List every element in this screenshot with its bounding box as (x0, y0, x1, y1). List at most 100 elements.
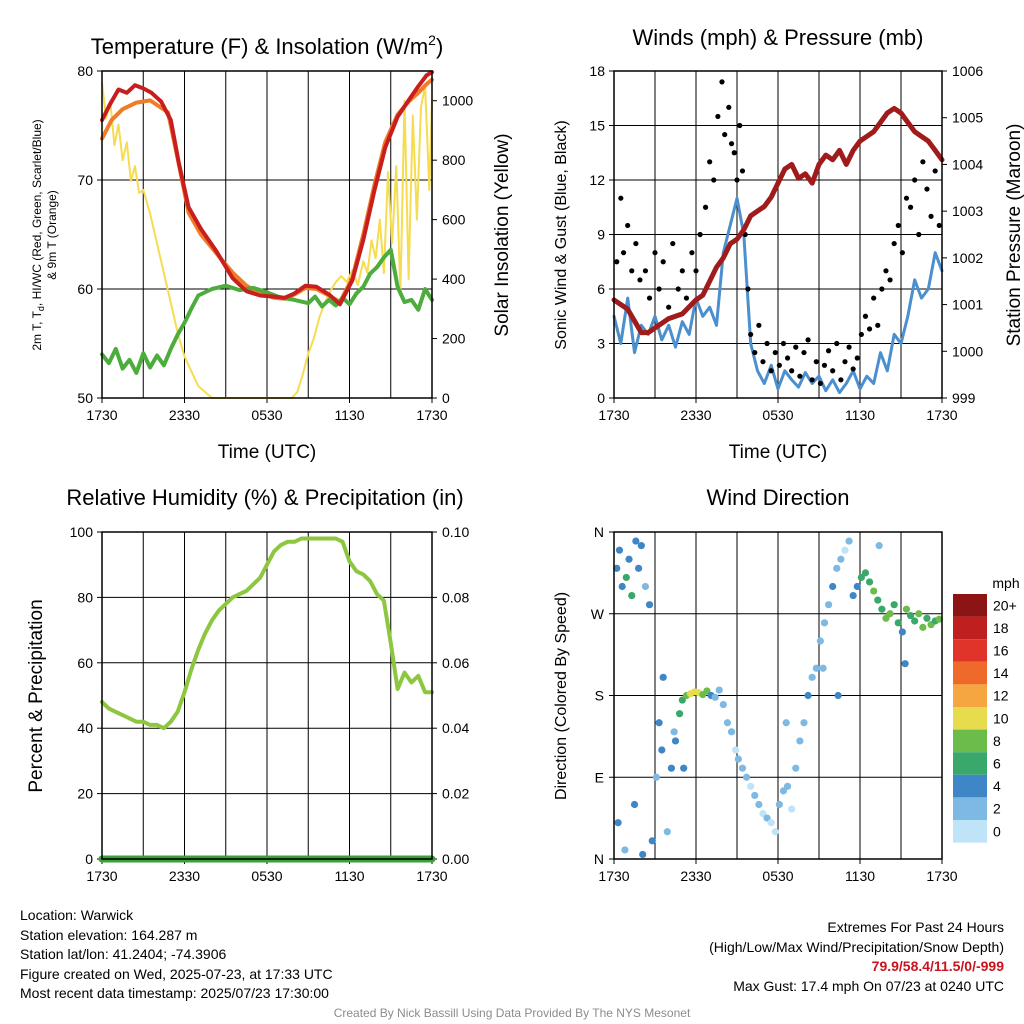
direction-point (615, 546, 624, 554)
winds-xlabel: Time (UTC) (729, 442, 828, 463)
direction-xtick-label: 1730 (598, 868, 629, 884)
winds-ytick-label: 18 (589, 63, 605, 79)
direction-point (639, 850, 647, 859)
direction-frame (613, 531, 943, 860)
direction-point (783, 782, 792, 790)
gust-point (739, 168, 746, 174)
direction-point (676, 710, 684, 718)
direction-point (812, 664, 820, 672)
winds-y2tick-label: 1003 (952, 203, 983, 219)
gust-point (809, 377, 815, 383)
direction-point (630, 800, 639, 809)
legend-swatch (953, 661, 987, 685)
temperature-y2tick-label: 600 (442, 212, 466, 228)
direction-point (808, 673, 816, 681)
winds-y2tick-label: 1001 (952, 297, 983, 313)
humidity-ytick-label: 80 (77, 589, 93, 605)
direction-point (849, 591, 857, 600)
direction-point (680, 764, 688, 772)
direction-point (796, 737, 804, 745)
gust-point (689, 250, 695, 256)
winds-ytick-label: 15 (589, 118, 605, 134)
winds-xtick-label: 0530 (762, 407, 793, 423)
direction-point (861, 569, 870, 577)
gust-point (883, 268, 889, 274)
gust-point (652, 250, 658, 256)
humidity-y2tick-label: 0.10 (442, 524, 469, 540)
legend-label: 10 (993, 710, 1009, 726)
gust-point (719, 79, 725, 85)
direction-point (738, 764, 747, 772)
gust-point (629, 268, 635, 274)
winds-y2label: Station Pressure (Maroon) (1004, 124, 1024, 347)
humidity-xtick-label: 1730 (86, 868, 117, 884)
gust-point (637, 277, 643, 283)
direction-point (648, 837, 656, 845)
humidity-ytick-label: 100 (70, 524, 94, 540)
gust-point (825, 348, 832, 354)
gust-point (793, 344, 799, 350)
winds-ytick-label: 0 (597, 390, 605, 406)
winds-y2tick-label: 1002 (952, 250, 983, 266)
legend-swatch (953, 684, 987, 707)
gust-point (887, 277, 893, 283)
gust-point (776, 362, 782, 368)
legend-label: 12 (993, 688, 1009, 704)
legend-label: 6 (993, 756, 1001, 772)
gust-point (734, 177, 740, 183)
direction-xtick-label: 0530 (762, 868, 793, 884)
direction-point (853, 582, 861, 591)
gust-point (679, 268, 685, 274)
direction-point (645, 601, 654, 609)
direction-point (788, 805, 796, 813)
gust-point (656, 286, 662, 292)
direction-point (878, 605, 886, 613)
direction-point (870, 587, 878, 595)
direction-point (719, 700, 727, 709)
gust-point (764, 340, 770, 347)
gust-point (891, 240, 897, 247)
gust-point (780, 340, 787, 347)
direction-point (715, 686, 723, 694)
direction-ytick-label: W (591, 606, 605, 622)
humidity-xtick-label: 2330 (169, 868, 200, 884)
temperature-xtick-label: 1730 (416, 407, 447, 423)
credit-text: Created By Nick Bassill Using Data Provi… (333, 1006, 691, 1020)
direction-ytick-label: E (595, 769, 604, 785)
temperature-title: Temperature (F) & Insolation (W/m2) (91, 32, 444, 59)
gust-point (646, 295, 653, 301)
extremes-values: 79.9/58.4/11.5/0/-999 (871, 958, 1004, 975)
gust-point (936, 222, 942, 229)
speed-legend: mph 20+ 18 16 14 12 10 8 6 4 2 0 (953, 575, 1020, 843)
direction-ytick-label: N (594, 851, 604, 867)
gust-point (633, 240, 639, 247)
direction-point (747, 782, 755, 790)
recent-text: Most recent data timestamp: 2025/07/23 1… (20, 985, 329, 1002)
direction-xtick-label: 1130 (845, 868, 875, 884)
gust-point (728, 141, 735, 147)
direction-point (625, 555, 633, 563)
gust-point (797, 373, 803, 379)
legend-swatch (953, 820, 987, 843)
humidity-ylabel: Percent & Precipitation (26, 599, 47, 792)
gust-point (846, 344, 852, 350)
direction-point (829, 582, 837, 591)
temperature-ytick-label: 50 (77, 390, 93, 406)
winds-y2tick-label: 999 (952, 390, 976, 406)
direction-xtick-label: 2330 (680, 868, 711, 884)
gust-point (907, 204, 914, 210)
gust-point (842, 359, 848, 365)
winds-ytick-label: 12 (589, 172, 605, 188)
gust-point (789, 368, 795, 374)
direction-point (824, 601, 833, 609)
legend-swatch (953, 616, 987, 640)
direction-point (919, 623, 927, 631)
temperature-xtick-label: 1730 (86, 407, 117, 423)
direction-point (911, 617, 919, 625)
humidity-frame (101, 531, 433, 860)
gust-point (899, 250, 905, 256)
winds-ytick-label: 6 (597, 281, 605, 297)
temperature-ylabel-line2: & 9m T (Orange) (45, 190, 59, 280)
legend-swatch (953, 639, 987, 662)
legend-label: 8 (993, 733, 1001, 749)
